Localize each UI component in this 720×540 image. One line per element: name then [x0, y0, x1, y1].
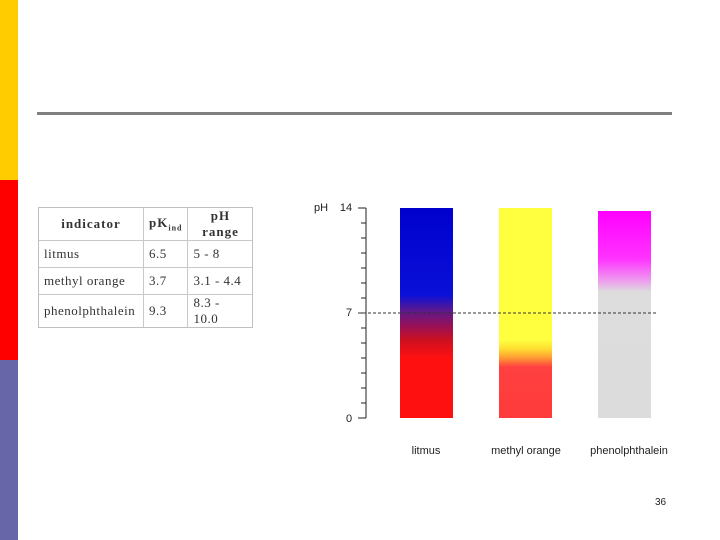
ph-tick-label-min: 0: [346, 413, 352, 425]
cell-pk: 6.5: [144, 241, 189, 268]
column-label-phenolphthalein: phenolphthalein: [590, 445, 668, 457]
ph-axis-label: pH: [314, 202, 328, 214]
page-number: 36: [655, 497, 667, 508]
column-label-litmus: litmus: [412, 445, 441, 457]
table-row: litmus 6.5 5 - 8: [39, 241, 253, 268]
header-indicator: indicator: [39, 208, 144, 241]
indicator-color-column-phenolphthalein: [598, 211, 651, 418]
cell-pk: 3.7: [144, 268, 189, 295]
accent-stripe-blue: [0, 360, 18, 540]
table-row: phenolphthalein 9.3 8.3 - 10.0: [39, 295, 252, 327]
header-pk-text: pK: [149, 215, 169, 231]
cell-indicator: methyl orange: [39, 268, 144, 295]
header-pk: pKind: [144, 208, 189, 241]
title-divider: [37, 112, 672, 115]
cell-range: 8.3 - 10.0: [193, 295, 220, 326]
indicator-table: indicator pKind pH range litmus 6.5 5 - …: [38, 207, 254, 328]
header-pk-subscript: ind: [168, 223, 183, 233]
column-label-methyl-orange: methyl orange: [491, 445, 561, 457]
ph-tick-label-mid: 7: [346, 307, 352, 319]
header-ph-range: pH range: [188, 208, 253, 241]
cell-pk: 9.3: [144, 295, 189, 327]
ph-tick-label-max: 14: [340, 202, 352, 214]
accent-stripe-yellow: [0, 0, 18, 180]
accent-stripe-red: [0, 180, 18, 360]
table-header-row: indicator pKind pH range: [39, 208, 253, 241]
cell-range: 3.1 - 4.4: [188, 268, 253, 295]
table-row: methyl orange 3.7 3.1 - 4.4: [39, 268, 253, 295]
cell-range: 5 - 8: [188, 241, 253, 268]
cell-indicator: litmus: [39, 241, 144, 268]
cell-indicator: phenolphthalein: [39, 295, 144, 327]
